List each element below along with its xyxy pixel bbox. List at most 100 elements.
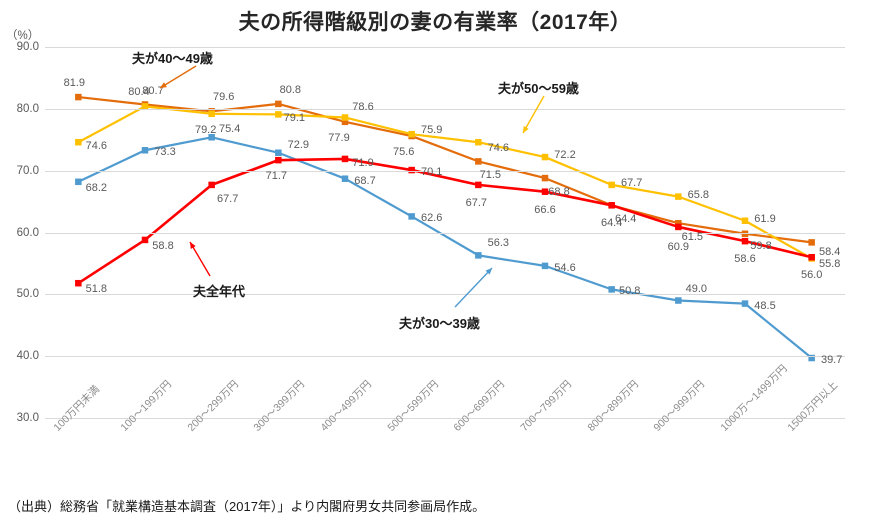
data-label: 65.8 [687, 188, 710, 201]
data-label: 64.4 [614, 213, 637, 226]
data-label: 39.7 [820, 354, 843, 367]
data-label: 80.4 [128, 86, 150, 99]
data-label: 62.6 [420, 212, 443, 225]
data-label: 67.7 [620, 176, 643, 189]
data-label: 49.0 [685, 282, 708, 295]
series-line [78, 95, 812, 244]
series-line [77, 157, 812, 285]
gridline [45, 418, 845, 419]
data-label: 58.4 [818, 246, 841, 259]
data-label: 80.8 [279, 83, 302, 96]
data-label: 79.2 [194, 123, 217, 136]
data-label: 67.7 [465, 196, 488, 209]
data-label: 51.8 [85, 283, 108, 296]
y-axis-tick: 30.0 [16, 412, 39, 424]
data-point-marker [275, 111, 282, 118]
annotation-label: 夫が40～49歳 [132, 51, 213, 66]
data-label: 54.6 [554, 261, 576, 274]
data-point-marker [208, 134, 215, 141]
y-axis-tick: 70.0 [16, 164, 39, 177]
data-point-marker [675, 219, 682, 227]
data-point-marker [741, 230, 749, 237]
data-label: 56.0 [800, 269, 823, 282]
data-point-marker [741, 237, 749, 245]
data-label: 81.9 [63, 77, 86, 90]
data-point-marker [608, 286, 615, 293]
data-label: 79.6 [212, 91, 235, 104]
series-lines [75, 93, 815, 362]
gridline [45, 232, 845, 234]
data-label: 75.9 [420, 124, 443, 137]
data-label: 61.9 [754, 212, 776, 225]
data-label: 48.5 [754, 299, 776, 312]
data-point-marker [208, 181, 215, 189]
data-point-marker [141, 236, 149, 244]
data-label: 71.5 [479, 169, 502, 182]
data-label: 58.6 [734, 253, 756, 266]
y-axis-tick: 40.0 [16, 350, 39, 363]
data-point-marker [408, 166, 415, 174]
data-label: 72.2 [554, 149, 576, 162]
data-point-marker [541, 153, 549, 161]
annotation-label: 夫が50～59歳 [498, 81, 579, 96]
data-point-marker [541, 174, 549, 182]
series-line [77, 105, 813, 260]
data-point-marker [475, 252, 482, 259]
data-point-marker [341, 175, 349, 182]
data-label: 66.6 [534, 203, 556, 216]
source-note: （出典）総務省「就業構造基本調査（2017年）」より内閣府男女共同参画局作成。 [8, 499, 486, 514]
data-label: 80.7 [142, 84, 164, 97]
data-label: 75.6 [392, 146, 415, 159]
gridline [45, 356, 845, 358]
data-point-marker [275, 100, 282, 108]
data-label: 67.7 [216, 192, 239, 205]
data-label: 71.7 [265, 170, 288, 183]
data-point-marker [741, 217, 749, 225]
data-label: 75.4 [218, 123, 241, 136]
data-point-marker [675, 297, 682, 304]
data-label: 68.7 [354, 174, 376, 187]
y-axis-tick: 50.0 [16, 288, 39, 301]
data-point-marker [408, 130, 415, 138]
y-axis-tick: 60.0 [16, 226, 39, 239]
x-axis-tick-labels: 100万円未満 100～199万円 200～299万円 300～399万円 400～49… [45, 363, 845, 495]
data-label: 74.6 [85, 140, 108, 153]
data-label: 70.1 [420, 166, 443, 179]
data-label: 71.9 [352, 156, 374, 169]
data-label: 72.9 [287, 138, 310, 151]
data-point-marker [675, 193, 682, 200]
annotation-label: 夫全年代 [193, 284, 246, 299]
y-axis-tick: 90.0 [16, 41, 39, 53]
data-point-marker [208, 110, 215, 118]
gridline [45, 294, 845, 296]
data-point-marker [608, 181, 615, 189]
data-point-marker [275, 149, 282, 156]
chart-title: 夫の所得階級別の妻の有業率（2017年） [238, 11, 632, 34]
data-point-marker [675, 223, 682, 231]
plot-area: 81.9 80.7 79.6 80.8 77.9 75.6 71.5 68.8 64.4 61.5… [45, 47, 845, 419]
series-line [77, 136, 813, 359]
y-axis-tick: 80.0 [16, 102, 39, 115]
data-point-marker [341, 114, 349, 121]
data-label: 78.6 [352, 101, 374, 114]
data-point-marker [741, 300, 749, 307]
data-point-marker [75, 178, 82, 186]
data-label: 55.8 [818, 258, 841, 271]
data-label: 61.5 [681, 231, 704, 244]
data-label: 73.3 [154, 146, 176, 159]
data-label: 74.6 [487, 142, 510, 155]
y-axis-unit-label: （%） [6, 30, 40, 42]
data-point-marker [75, 93, 82, 101]
data-label: 68.2 [85, 181, 108, 194]
data-point-marker [75, 138, 82, 146]
gridline [45, 108, 845, 110]
data-point-marker [608, 202, 615, 209]
data-label: 59.8 [750, 239, 772, 252]
data-point-marker [475, 181, 482, 189]
data-label: 56.3 [487, 237, 510, 250]
data-label: 50.8 [618, 285, 641, 298]
data-label: 58.8 [152, 239, 174, 252]
data-point-marker [141, 147, 149, 154]
data-label: 64.4 [600, 217, 623, 230]
